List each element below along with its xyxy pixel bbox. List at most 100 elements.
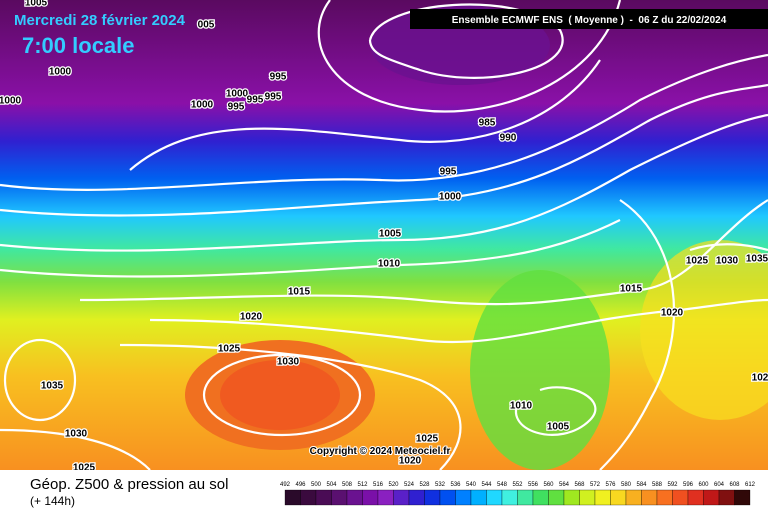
date: Mercredi 28 février 2024 xyxy=(14,12,186,29)
colorbar-tick-label: 548 xyxy=(497,482,508,488)
colorbar-swatch xyxy=(579,489,596,506)
colorbar-swatch xyxy=(532,489,549,506)
footer-title: Géop. Z500 & pression au sol xyxy=(30,476,228,493)
isobar-label: 995 xyxy=(228,102,245,113)
isobar-label: 1000 xyxy=(439,192,462,203)
colorbar-swatch xyxy=(346,489,363,506)
copyright: Copyright © 2024 Meteociel.fr xyxy=(310,446,451,457)
isobar-label: 1010 xyxy=(510,401,533,412)
isobar-label: 1000 xyxy=(49,67,72,78)
isobar-label: 1035 xyxy=(746,254,768,265)
colorbar-tick-label: 576 xyxy=(605,482,616,488)
colorbar-tick-label: 524 xyxy=(404,482,415,488)
colorbar-tick-label: 544 xyxy=(481,482,492,488)
isobar-label: 995 xyxy=(270,72,287,83)
colorbar-swatch xyxy=(563,489,580,506)
colorbar-tick-label: 612 xyxy=(745,482,756,488)
colorbar-tick-label: 560 xyxy=(543,482,554,488)
colorbar-swatch xyxy=(641,489,658,506)
isobar-label: 1025 xyxy=(686,256,709,267)
isobar-label: 102 xyxy=(752,373,768,384)
colorbar-tick-label: 500 xyxy=(311,482,322,488)
isobar-label: 1000 xyxy=(226,89,249,100)
colorbar-tick-label: 600 xyxy=(698,482,709,488)
colorbar-tick-label: 572 xyxy=(590,482,601,488)
colorbar-swatch xyxy=(284,489,301,506)
colorbar-swatch xyxy=(672,489,689,506)
isobar-label: 1020 xyxy=(399,456,422,467)
isobar-label: 1000 xyxy=(191,100,214,111)
colorbar-swatch xyxy=(439,489,456,506)
colorbar-tick-label: 496 xyxy=(295,482,306,488)
isobar-label: 1025 xyxy=(218,344,241,355)
colorbar-swatch xyxy=(470,489,487,506)
colorbar-tick-label: 520 xyxy=(388,482,399,488)
colorbar-tick-label: 508 xyxy=(342,482,353,488)
colorbar-tick-label: 588 xyxy=(652,482,663,488)
isobar-label: 1030 xyxy=(716,256,739,267)
isobar-label: 995 xyxy=(265,92,282,103)
colorbar-tick-label: 528 xyxy=(419,482,430,488)
colorbar-tick-label: 592 xyxy=(667,482,678,488)
colorbar-swatch xyxy=(625,489,642,506)
model-banner xyxy=(410,9,768,29)
colorbar-tick-label: 532 xyxy=(435,482,446,488)
isobar-label: 005 xyxy=(198,20,215,31)
isobar-label: 1010 xyxy=(378,259,401,270)
isobar-label: 985 xyxy=(479,118,496,129)
colorbar-swatch xyxy=(408,489,425,506)
colorbar-tick-label: 540 xyxy=(466,482,477,488)
colorbar-tick-label: 552 xyxy=(512,482,523,488)
colorbar-swatch xyxy=(377,489,394,506)
colorbar-swatch xyxy=(315,489,332,506)
isobar-label: 1000 xyxy=(0,96,22,107)
colorbar-tick-label: 492 xyxy=(280,482,291,488)
isobar-label: 1025 xyxy=(416,434,439,445)
isobar-label: 1030 xyxy=(65,429,88,440)
colorbar-swatch xyxy=(455,489,472,506)
colorbar-swatch xyxy=(718,489,735,506)
colorbar-tick-label: 516 xyxy=(373,482,384,488)
colorbar-swatch xyxy=(548,489,565,506)
isobar-label: 990 xyxy=(500,133,517,144)
colorbar-tick-label: 596 xyxy=(683,482,694,488)
isobar-label: 1015 xyxy=(620,284,643,295)
colorbar-swatch xyxy=(331,489,348,506)
colorbar-swatch xyxy=(687,489,704,506)
colorbar-tick-label: 536 xyxy=(450,482,461,488)
colorbar-tick-label: 512 xyxy=(357,482,368,488)
isobar-label: 995 xyxy=(247,95,264,106)
colorbar: 492 496 500 504 508 512 516 520 524 528 532 536 540 5… xyxy=(280,482,756,506)
colorbar-tick-label: 584 xyxy=(636,482,647,488)
colorbar-swatch xyxy=(594,489,611,506)
isobar-label: 1030 xyxy=(277,357,300,368)
isobar-label: 1005 xyxy=(547,422,570,433)
colorbar-tick-label: 580 xyxy=(621,482,632,488)
colorbar-swatch xyxy=(486,489,503,506)
isobar-label: 1015 xyxy=(288,287,311,298)
model-info: Ensemble ECMWF ENS ( Moyenne ) - 06 Z du… xyxy=(452,15,727,26)
isobar-label: 1035 xyxy=(41,381,64,392)
isobar-label: 1020 xyxy=(240,312,263,323)
colorbar-swatch xyxy=(362,489,379,506)
colorbar-swatch xyxy=(501,489,518,506)
isobars xyxy=(0,0,768,470)
colorbar-tick-label: 568 xyxy=(574,482,585,488)
colorbar-swatch xyxy=(703,489,720,506)
isobar-label: 1005 xyxy=(25,0,48,9)
isobar-label: 1020 xyxy=(661,308,684,319)
colorbar-tick-label: 504 xyxy=(326,482,337,488)
colorbar-tick-label: 604 xyxy=(714,482,725,488)
colorbar-tick-label: 564 xyxy=(559,482,570,488)
isobar-label: 1005 xyxy=(379,229,402,240)
colorbar-tick-label: 608 xyxy=(729,482,740,488)
colorbar-swatch xyxy=(610,489,627,506)
colorbar-tick-label: 556 xyxy=(528,482,539,488)
isobar-label: 995 xyxy=(440,167,457,178)
colorbar-swatch xyxy=(393,489,410,506)
colorbar-swatch xyxy=(300,489,317,506)
colorbar-swatch xyxy=(517,489,534,506)
forecast-lead: (+ 144h) xyxy=(30,494,75,508)
colorbar-swatch xyxy=(734,489,751,506)
